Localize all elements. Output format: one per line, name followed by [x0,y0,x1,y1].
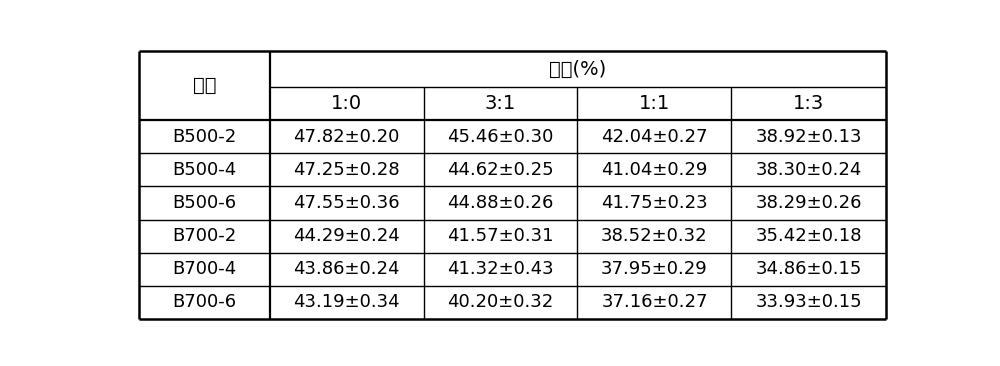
Text: 38.29±0.26: 38.29±0.26 [755,194,862,212]
Text: 41.75±0.23: 41.75±0.23 [601,194,708,212]
Text: B500-2: B500-2 [172,128,236,146]
Text: 44.62±0.25: 44.62±0.25 [447,161,554,179]
Text: B700-2: B700-2 [172,227,236,245]
Text: 40.20±0.32: 40.20±0.32 [447,293,554,311]
Text: 38.52±0.32: 38.52±0.32 [601,227,708,245]
Text: 3:1: 3:1 [485,94,516,113]
Text: 样品: 样品 [193,76,216,95]
Text: 1:0: 1:0 [331,94,362,113]
Text: B700-4: B700-4 [172,260,236,278]
Text: 44.29±0.24: 44.29±0.24 [293,227,400,245]
Text: 38.92±0.13: 38.92±0.13 [755,128,862,146]
Text: 1:1: 1:1 [639,94,670,113]
Text: 33.93±0.15: 33.93±0.15 [755,293,862,311]
Text: 41.57±0.31: 41.57±0.31 [447,227,554,245]
Text: B500-6: B500-6 [172,194,236,212]
Text: 45.46±0.30: 45.46±0.30 [447,128,554,146]
Text: B500-4: B500-4 [172,161,236,179]
Text: 43.19±0.34: 43.19±0.34 [293,293,400,311]
Text: 37.95±0.29: 37.95±0.29 [601,260,708,278]
Text: 37.16±0.27: 37.16±0.27 [601,293,708,311]
Text: 47.55±0.36: 47.55±0.36 [293,194,400,212]
Text: 38.30±0.24: 38.30±0.24 [756,161,862,179]
Text: 44.88±0.26: 44.88±0.26 [447,194,554,212]
Text: 43.86±0.24: 43.86±0.24 [293,260,400,278]
Text: 42.04±0.27: 42.04±0.27 [601,128,708,146]
Text: 47.25±0.28: 47.25±0.28 [293,161,400,179]
Text: 34.86±0.15: 34.86±0.15 [756,260,862,278]
Text: 47.82±0.20: 47.82±0.20 [293,128,400,146]
Text: 41.04±0.29: 41.04±0.29 [601,161,708,179]
Text: 产率(%): 产率(%) [549,60,606,79]
Text: B700-6: B700-6 [172,293,236,311]
Text: 35.42±0.18: 35.42±0.18 [755,227,862,245]
Text: 1:3: 1:3 [793,94,824,113]
Text: 41.32±0.43: 41.32±0.43 [447,260,554,278]
